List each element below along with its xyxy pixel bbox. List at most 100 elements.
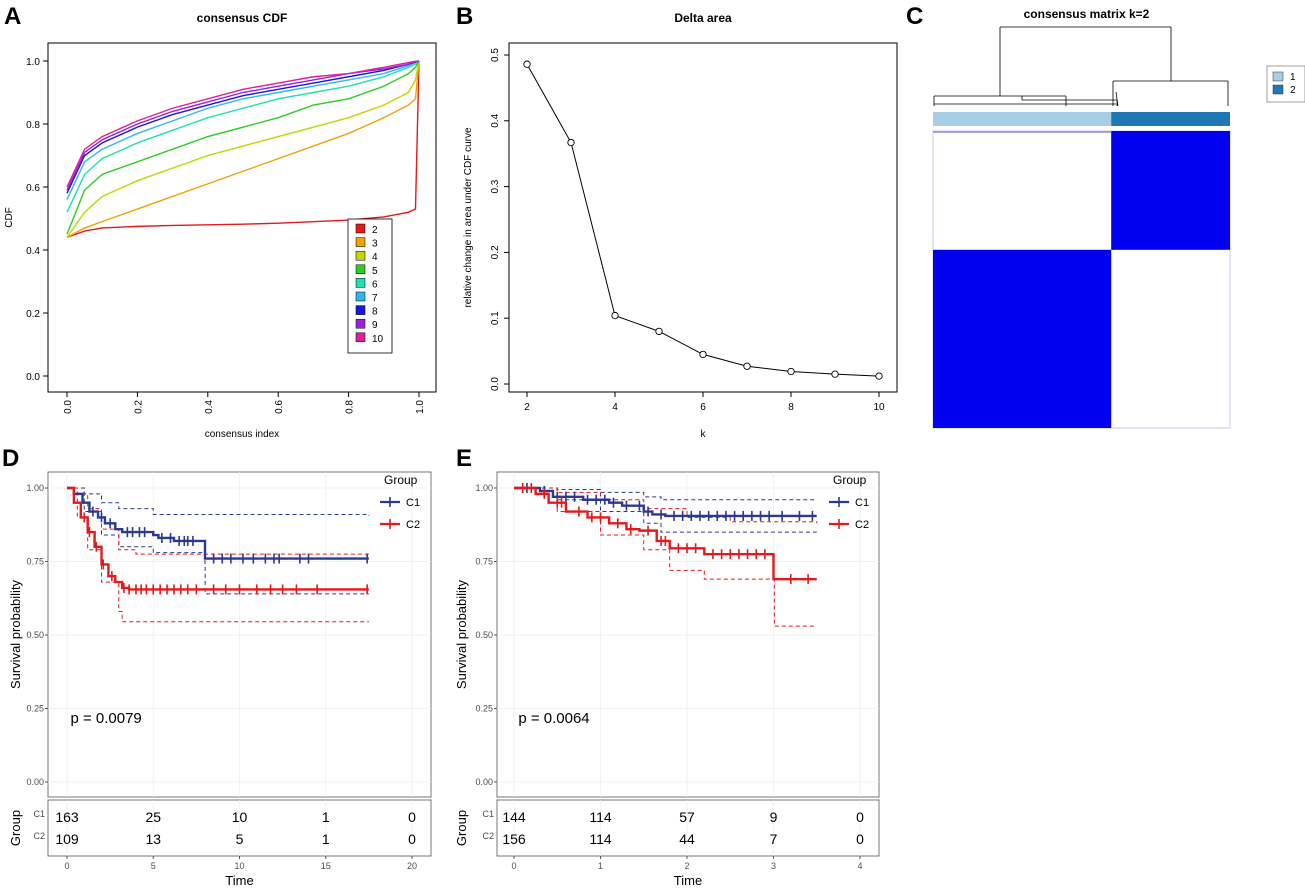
chart-a-xtick-label: 0.2 [133, 400, 144, 414]
chart-a-ytick-label: 0.0 [26, 372, 40, 383]
chart-c-cluster-bar-2 [1111, 112, 1230, 126]
chart-b-xtick-label: 4 [612, 402, 618, 413]
chart-c-cell-2-2 [1111, 131, 1230, 250]
km-ytick-label: 0.75 [26, 557, 44, 567]
chart-b-point [875, 372, 883, 380]
km-xtick-label: 0 [64, 861, 69, 871]
chart-b-ytick-label: 0.2 [490, 245, 501, 259]
chart-a-legend-key-10 [355, 332, 366, 343]
km-ytick-label: 0.75 [475, 557, 493, 567]
km-ytick-label: 1.00 [475, 483, 493, 493]
km-risk-count: 156 [502, 831, 526, 847]
km-risk-count: 1 [322, 809, 330, 825]
chart-a-series-7 [66, 60, 420, 200]
chart-b-ytick-label: 0.0 [490, 377, 501, 391]
chart-a-xtick-label: 0.4 [204, 400, 215, 414]
km-risk-count: 114 [589, 831, 612, 847]
chart-a-ytick-label: 0.6 [26, 183, 40, 194]
km-risk-count: 0 [408, 809, 416, 825]
panel-letter-c: C [906, 3, 923, 30]
chart-b-xtick-label: 8 [788, 402, 794, 413]
chart-a-series-6 [66, 60, 420, 213]
chart-c: consensus matrix k=2 1 2 [932, 7, 1305, 429]
km-risk-count: 163 [55, 809, 79, 825]
km-ytick-label: 0.50 [26, 630, 44, 640]
chart-a-legend-label-4: 4 [372, 252, 378, 263]
chart-c-dendrogram [1115, 91, 1119, 107]
km-xlabel: Time [674, 873, 702, 888]
km-risk-group-C2: C2 [482, 831, 494, 841]
chart-a-xtick-label: 1.0 [415, 400, 426, 414]
km-ci-lower-C2 [67, 487, 369, 623]
chart-b-point [699, 350, 707, 359]
chart-b-title: Delta area [674, 11, 732, 25]
km-xtick-label: 2 [684, 861, 689, 871]
chart-a-legend-label-6: 6 [372, 279, 378, 290]
panel-letter-d: D [2, 445, 19, 472]
km-risk-group-C2: C2 [33, 831, 45, 841]
chart-a-ylabel: CDF [4, 207, 15, 228]
km-risk-count: 109 [55, 831, 79, 847]
chart-b-xlabel: k [701, 429, 707, 440]
chart-a-legend-label-8: 8 [372, 307, 378, 318]
chart-a-series-9 [66, 60, 420, 191]
chart-a-legend-key-9 [355, 318, 366, 329]
km-ylabel: Survival probability [8, 579, 23, 689]
km-legend-label-C2: C2 [406, 519, 420, 531]
panel-letter-a: A [4, 3, 21, 30]
km-risk-count: 57 [679, 809, 695, 825]
chart-e: 0.00 0.25 0.50 0.75 1.00 Survival probability… [454, 471, 880, 888]
panel-letter-b: B [456, 3, 473, 30]
chart-a-series-4 [66, 60, 420, 238]
chart-a-ytick-label: 0.2 [26, 309, 40, 320]
panel-letter-e: E [456, 445, 472, 472]
km-curve-C1 [67, 486, 369, 560]
chart-a-xtick-label: 0.6 [274, 400, 285, 414]
chart-a-legend-key-7 [355, 291, 366, 302]
chart-a: consensus CDF 0.0 0.2 0.4 0.6 0.8 1.0 0.0 0.2 0.4… [4, 11, 437, 440]
km-xtick-label: 15 [321, 861, 331, 871]
km-xtick-label: 1 [598, 861, 603, 871]
chart-b-point [831, 370, 839, 378]
km-frame [496, 471, 880, 798]
km-legend-title: Group [384, 473, 418, 487]
chart-c-title: consensus matrix k=2 [1024, 7, 1150, 21]
chart-a-legend-label-7: 7 [372, 293, 378, 304]
km-pvalue: p = 0.0064 [518, 710, 589, 727]
km-ytick-label: 0.25 [26, 704, 44, 714]
chart-a-legend-label-10: 10 [372, 334, 384, 345]
chart-a-legend-key-4 [355, 250, 366, 261]
chart-b-point [567, 138, 575, 147]
chart-b-ytick-label: 0.1 [490, 311, 501, 325]
chart-c-legend-label-2: 2 [1290, 85, 1296, 96]
km-curve-C1 [514, 486, 817, 518]
chart-a-ytick-label: 0.4 [26, 246, 40, 257]
chart-a-legend [347, 218, 393, 354]
chart-b-point [523, 60, 531, 68]
chart-b-ytick-label: 0.4 [490, 113, 501, 127]
km-xtick-label: 4 [857, 861, 862, 871]
chart-a-legend-key-3 [355, 237, 366, 247]
chart-a-series-5 [66, 60, 420, 235]
chart-a-xtick-label: 0.8 [345, 400, 356, 414]
chart-c-legend [1266, 65, 1305, 103]
km-risk-count: 10 [232, 809, 248, 825]
km-pvalue: p = 0.0079 [70, 710, 141, 727]
km-curve-C2 [514, 486, 817, 581]
chart-b-point [655, 327, 663, 336]
km-xtick-label: 3 [771, 861, 776, 871]
km-risk-group-C1: C1 [33, 809, 45, 819]
chart-a-series-2 [66, 60, 420, 239]
km-risk-count: 13 [145, 831, 161, 847]
chart-a-xlabel: consensus index [205, 429, 280, 440]
km-curve-C2 [67, 486, 369, 591]
chart-a-series-10 [66, 60, 420, 188]
chart-a-legend-key-5 [355, 264, 366, 275]
chart-c-legend-label-1: 1 [1290, 72, 1296, 83]
km-ytick-label: 0.00 [475, 777, 493, 787]
km-risk-count: 114 [589, 809, 612, 825]
km-risk-count: 9 [770, 809, 778, 825]
chart-a-legend-label-2: 2 [372, 225, 378, 236]
km-risk-count: 0 [856, 831, 864, 847]
